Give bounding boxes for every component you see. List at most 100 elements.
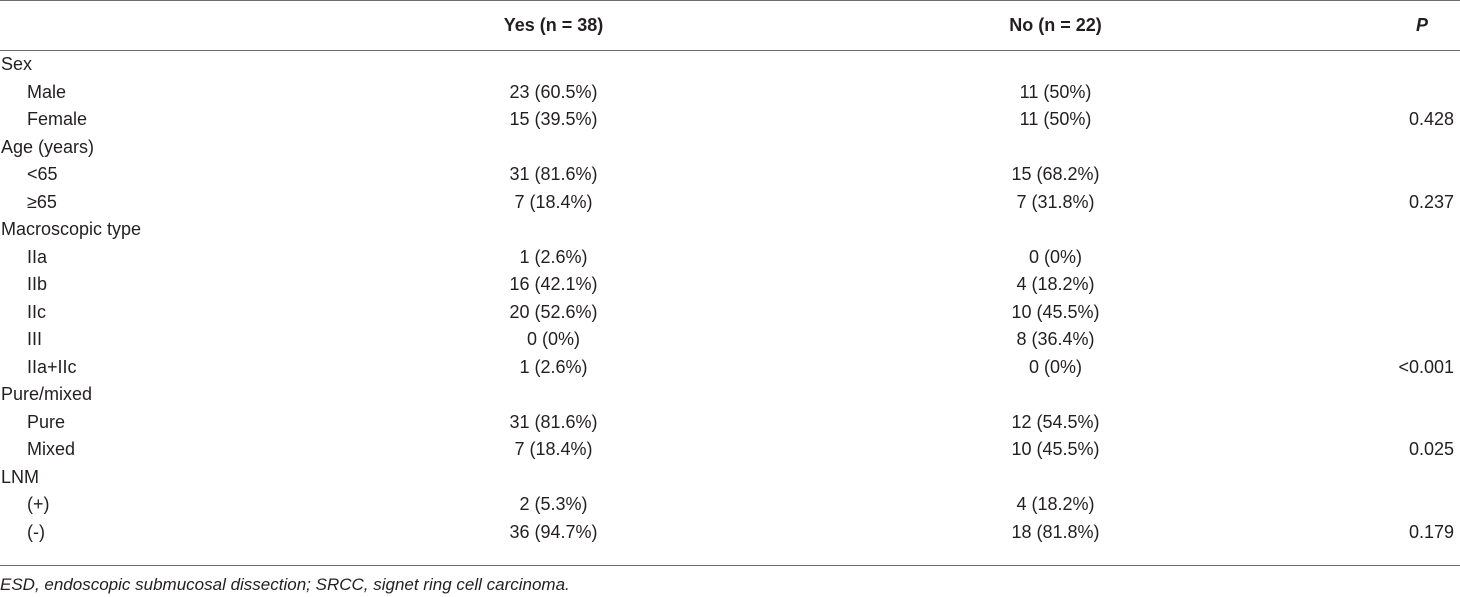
cell-no: 11 (50%)	[1019, 109, 1092, 130]
table-row: <65 31 (81.6%) 15 (68.2%)	[0, 161, 1460, 189]
cell-no: 7 (31.8%)	[1016, 191, 1095, 212]
cell-yes: 31 (81.6%)	[509, 411, 598, 432]
cell-yes: 7 (18.4%)	[514, 439, 593, 460]
header-p-value: P	[1415, 15, 1428, 35]
cell-yes: 23 (60.5%)	[509, 81, 598, 102]
row-label: Pure/mixed	[1, 384, 93, 405]
row-label: Sex	[1, 54, 33, 75]
cell-p-value	[1304, 216, 1460, 244]
table-footnote: ESD, endoscopic submucosal dissection; S…	[0, 575, 570, 594]
cell-no: 15 (68.2%)	[1011, 164, 1100, 185]
table-row: IIa+IIc 1 (2.6%) 0 (0%) <0.001	[0, 354, 1460, 382]
cell-p-value	[1304, 79, 1460, 107]
header-no: No (n = 22)	[1009, 15, 1102, 35]
cell-no: 10 (45.5%)	[1011, 439, 1100, 460]
cell-yes: 36 (94.7%)	[509, 521, 598, 542]
row-label: ≥65	[27, 191, 57, 212]
table-row: Mixed 7 (18.4%) 10 (45.5%) 0.025	[0, 436, 1460, 464]
cell-p-value	[1304, 409, 1460, 437]
row-label: Mixed	[27, 439, 76, 460]
row-label: IIa	[27, 246, 48, 267]
cell-p-value	[1304, 381, 1460, 409]
cell-yes: 1 (2.6%)	[519, 246, 588, 267]
table-group-row: Age (years)	[0, 134, 1460, 162]
cell-p-value	[1304, 161, 1460, 189]
cell-yes	[300, 464, 807, 492]
row-label: IIa+IIc	[27, 356, 77, 377]
row-label: Male	[27, 81, 67, 102]
cell-yes: 16 (42.1%)	[509, 274, 598, 295]
cell-p-value: 0.179	[1408, 521, 1454, 542]
cell-p-value	[1304, 271, 1460, 299]
cell-yes	[300, 381, 807, 409]
row-label: Macroscopic type	[1, 219, 142, 240]
row-label: III	[27, 329, 43, 350]
cell-p-value	[1304, 464, 1460, 492]
cell-yes: 0 (0%)	[526, 329, 580, 350]
table-row: Female 15 (39.5%) 11 (50%) 0.428	[0, 106, 1460, 134]
cell-p-value	[1304, 491, 1460, 519]
row-label: LNM	[1, 466, 40, 487]
row-label: Female	[27, 109, 88, 130]
cell-p-value: 0.428	[1408, 109, 1454, 130]
cell-no: 12 (54.5%)	[1011, 411, 1100, 432]
cell-no	[807, 216, 1304, 244]
cell-yes	[300, 216, 807, 244]
cell-p-value	[1304, 244, 1460, 272]
cell-no: 18 (81.8%)	[1011, 521, 1100, 542]
cell-no: 4 (18.2%)	[1016, 274, 1095, 295]
row-label: Pure	[27, 411, 66, 432]
cell-no	[807, 381, 1304, 409]
cell-p-value: 0.025	[1408, 439, 1454, 460]
cell-yes: 7 (18.4%)	[514, 191, 593, 212]
row-label: (+)	[27, 494, 50, 515]
table-row: IIa 1 (2.6%) 0 (0%)	[0, 244, 1460, 272]
cell-yes	[300, 51, 807, 79]
header-label	[0, 0, 300, 51]
data-table: Yes (n = 38) No (n = 22) P Sex Male 23 (60…	[0, 0, 1460, 546]
table-body: Sex Male 23 (60.5%) 11 (50%) Female 15 (39.5%…	[0, 51, 1460, 546]
cell-no	[807, 51, 1304, 79]
cell-no: 0 (0%)	[1028, 356, 1082, 377]
header-yes: Yes (n = 38)	[503, 15, 604, 35]
table-row: (-) 36 (94.7%) 18 (81.8%) 0.179	[0, 519, 1460, 547]
cell-yes: 15 (39.5%)	[509, 109, 598, 130]
row-label: IIb	[27, 274, 48, 295]
cell-p-value	[1304, 51, 1460, 79]
table-row: ≥65 7 (18.4%) 7 (31.8%) 0.237	[0, 189, 1460, 217]
table-header-row: Yes (n = 38) No (n = 22) P	[0, 0, 1460, 51]
cell-no: 0 (0%)	[1028, 246, 1082, 267]
table-top-rule	[0, 0, 1460, 1]
cell-yes: 31 (81.6%)	[509, 164, 598, 185]
cell-yes: 20 (52.6%)	[509, 301, 598, 322]
cell-p-value	[1304, 299, 1460, 327]
table-group-row: Macroscopic type	[0, 216, 1460, 244]
row-label: <65	[27, 164, 58, 185]
cell-no: 10 (45.5%)	[1011, 301, 1100, 322]
cell-p-value: 0.237	[1408, 191, 1454, 212]
table-row: IIb 16 (42.1%) 4 (18.2%)	[0, 271, 1460, 299]
row-label: IIc	[27, 301, 47, 322]
table-header-rule	[0, 50, 1460, 51]
row-label: Age (years)	[1, 136, 95, 157]
table-group-row: Pure/mixed	[0, 381, 1460, 409]
table-group-row: LNM	[0, 464, 1460, 492]
table-row: (+) 2 (5.3%) 4 (18.2%)	[0, 491, 1460, 519]
cell-no	[807, 134, 1304, 162]
table-group-row: Sex	[0, 51, 1460, 79]
table-row: Pure 31 (81.6%) 12 (54.5%)	[0, 409, 1460, 437]
cell-yes	[300, 134, 807, 162]
cell-yes: 1 (2.6%)	[519, 356, 588, 377]
cell-p-value	[1304, 134, 1460, 162]
cell-p-value	[1304, 326, 1460, 354]
cell-no: 4 (18.2%)	[1016, 494, 1095, 515]
cell-no: 8 (36.4%)	[1016, 329, 1095, 350]
table-row: Male 23 (60.5%) 11 (50%)	[0, 79, 1460, 107]
table-bottom-rule	[0, 565, 1460, 566]
cell-no: 11 (50%)	[1019, 81, 1092, 102]
cell-yes: 2 (5.3%)	[519, 494, 588, 515]
cell-p-value: <0.001	[1398, 356, 1454, 377]
row-label: (-)	[27, 521, 45, 542]
cell-no	[807, 464, 1304, 492]
